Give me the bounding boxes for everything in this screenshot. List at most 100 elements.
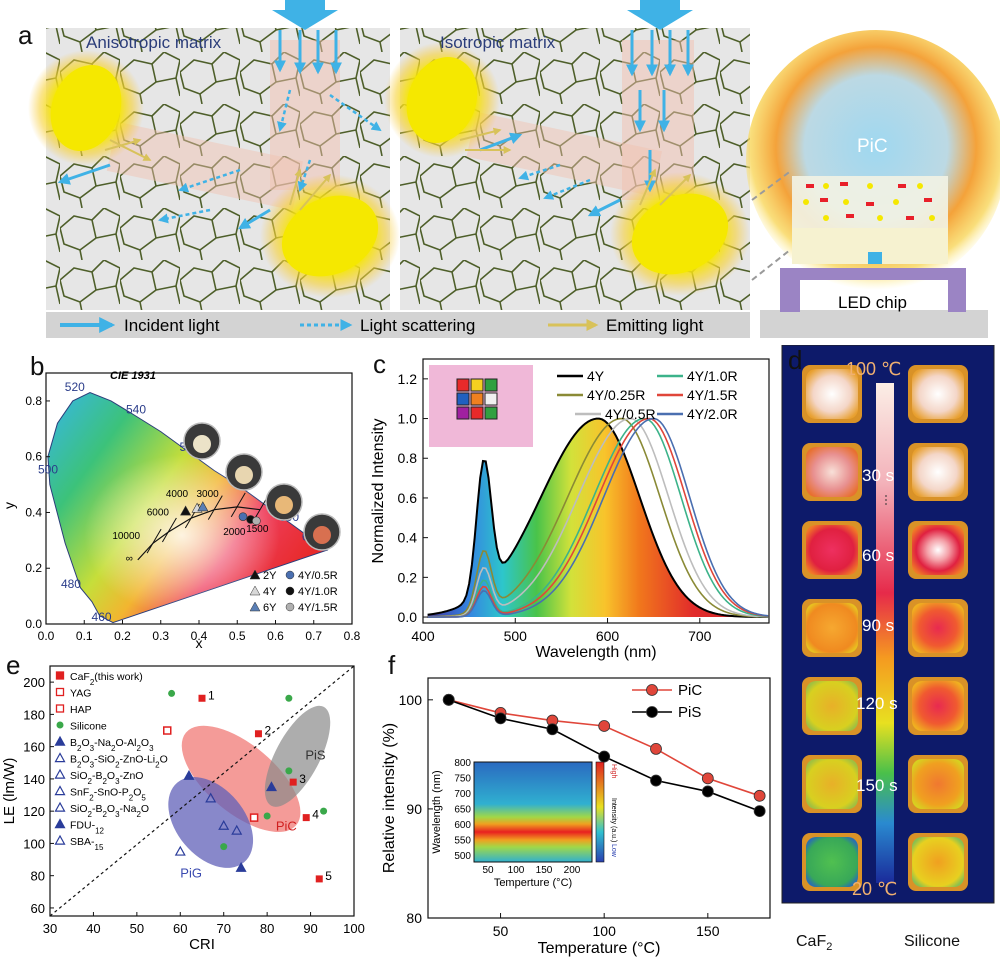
legend-marker: [54, 834, 66, 845]
legend-label: 4Y/0.5R: [605, 406, 656, 422]
plot-frame: [427, 677, 771, 919]
x-tick-label: 100: [593, 923, 617, 939]
pig-point: [218, 819, 230, 830]
cct-label: 3000: [196, 489, 219, 500]
panel-b: b 0.0 0.1 0.2 0.3 0.4 0.5 0.6 0.7 0.8 0.0 0.2 0.4 0.…: [0, 345, 370, 651]
silicone-sample-core: [912, 837, 964, 887]
series-point-PiC: [701, 772, 714, 785]
cube-tile: [484, 392, 498, 406]
pig-point: [183, 769, 195, 780]
time-30: 30 s: [862, 466, 894, 485]
cube-tile: [484, 378, 498, 392]
plot-frame: [422, 358, 770, 624]
legend-label: FDU-12: [70, 820, 105, 836]
legend-label-part: 3: [90, 760, 95, 769]
legend-label-part: -B: [92, 770, 103, 782]
pig-point: [235, 861, 247, 872]
y-tick-label: 140: [23, 772, 45, 787]
panel-e: e 1 2 3 4 5 PiS PiC PiG 30 40 50 60 70 80 90 100 60 80 100…: [0, 650, 370, 957]
cube-tile: [456, 406, 470, 420]
inset-x-tick-label: 200: [564, 865, 581, 876]
legend-label-part: O: [133, 787, 141, 799]
caf2-point: [254, 730, 262, 738]
region-label-pis: PiS: [305, 748, 326, 763]
legend-label-part: B: [70, 737, 77, 749]
y-tick-label: 0.2: [398, 569, 418, 585]
legend-label-part: -Na: [120, 803, 137, 815]
y-tick-label: 120: [23, 804, 45, 819]
legend-marker: [54, 735, 66, 746]
legend-label-part: 2: [90, 678, 95, 687]
legend-label-part: 2: [88, 810, 93, 819]
colorbar-low: Low: [610, 844, 617, 858]
y-tick-label: 0.0: [398, 609, 418, 625]
inset-y-tick-label: 600: [454, 820, 471, 831]
inset-colorbar: [595, 761, 605, 863]
series-point-PiS: [753, 805, 766, 817]
pig-point: [205, 792, 217, 803]
legend-label-part: O-Al: [115, 737, 136, 749]
x-tick-label: 70: [216, 921, 230, 936]
panel-label-f: f: [388, 650, 396, 680]
caf2-point-label: 1: [208, 688, 215, 702]
region-pis: [264, 705, 331, 807]
legend-label-part: 2: [136, 744, 141, 753]
legend-label-part: 2: [155, 760, 160, 769]
series-point-PiS: [442, 693, 455, 706]
legend-label-part: Silicone: [70, 721, 107, 733]
legend-label-part: O: [107, 803, 115, 815]
caf2-point: [302, 814, 310, 822]
silicone-sample-core: [912, 447, 964, 497]
legend-marker: [54, 768, 66, 779]
legend-label-part: 15: [95, 843, 104, 852]
led-glow: [313, 526, 331, 544]
legend-label-part: O: [141, 803, 149, 815]
legend-marker: [285, 570, 295, 580]
legend-label-part: B: [70, 754, 77, 766]
cube-tile: [456, 392, 470, 406]
x-tick-label: 30: [43, 921, 57, 936]
legend-label: 6Y: [263, 602, 277, 614]
legend-label: PiS: [678, 704, 701, 721]
y-tick-label: 0.8: [398, 450, 418, 466]
inset-heatmap: [473, 761, 593, 863]
spectrum-fill: [427, 418, 769, 618]
caf2-point-label: 4: [312, 808, 319, 822]
left-matrix-title: Anisotropic matrix: [86, 33, 222, 52]
y-tick-label: 160: [23, 740, 45, 755]
cie-chart: 0.0 0.1 0.2 0.3 0.4 0.5 0.6 0.7 0.8 0.0 0.2 0.4 0.6 0…: [1, 370, 361, 651]
legend-label-part: 2: [115, 760, 120, 769]
isotherm-line: [146, 528, 162, 554]
region-label-pig: PiG: [180, 865, 202, 880]
caf2-point: [315, 875, 323, 883]
legend-label: 4Y/2.0R: [687, 406, 738, 422]
y-axis-label: LE (lm/W): [1, 758, 18, 825]
pic-label: PiC: [857, 136, 888, 157]
isotherm-line: [161, 517, 177, 543]
silicone-point: [285, 767, 293, 775]
y-tick-label: 0.8: [25, 394, 42, 408]
panel-a: a: [0, 0, 1000, 340]
chart-title: CIE 1931: [110, 370, 156, 382]
legend-label: 2Y: [263, 570, 277, 582]
legend-label-part: 2: [89, 793, 94, 802]
legend-label-part: -SnO-P: [94, 787, 129, 799]
legend-label-part: 2: [111, 744, 116, 753]
region-label-pic: PiC: [276, 819, 297, 834]
legend-label-part: 2: [77, 744, 82, 753]
inset-x-tick-label: 100: [508, 865, 525, 876]
label-silicone: Silicone: [904, 933, 961, 950]
inset-x-tick-label: 150: [536, 865, 553, 876]
legend-label-part: -SiO: [94, 754, 115, 766]
legend-label-part: SnF: [70, 787, 89, 799]
bottom-temperature: 20 ℃: [852, 879, 897, 899]
silicone-point: [285, 694, 293, 702]
time-60: 60 s: [862, 546, 894, 565]
silicone-sample-core: [912, 525, 964, 575]
x-tick-label: 0.8: [344, 629, 361, 643]
y-tick-label: 80: [406, 910, 422, 926]
legend-label-part: 3: [115, 810, 120, 819]
panel-f: f 50 100 150 80 90 100 Temperature (°C) Relativ…: [370, 650, 775, 957]
thermal-image: 100 ℃ 20 ℃ 30 s 60 s 90 s 120 s 150 s: [781, 344, 995, 904]
x-axis-label: CRI: [189, 936, 215, 953]
